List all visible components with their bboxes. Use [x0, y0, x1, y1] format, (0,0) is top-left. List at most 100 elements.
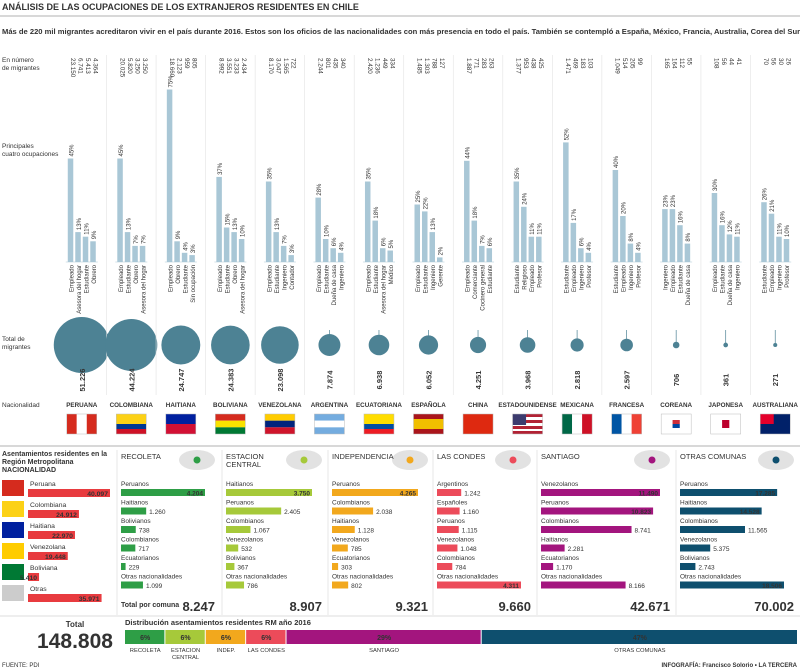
percent-label: 18% — [473, 206, 479, 219]
commune-item-name: Colombianos — [541, 518, 580, 525]
percent-label: 35% — [515, 167, 521, 180]
percent-label: 11% — [530, 222, 536, 234]
occupation-bar — [563, 142, 569, 262]
distribution-label: 29% — [377, 635, 392, 642]
count-label: 20.025 — [118, 58, 125, 78]
occupation-bar — [216, 176, 222, 262]
commune-value: 802 — [351, 583, 362, 590]
occupation-label: Empleado — [713, 264, 719, 292]
occupation-bar — [635, 252, 641, 262]
occupation-label: Estudiante — [614, 264, 620, 293]
flag — [116, 424, 147, 429]
occupation-bar — [627, 243, 634, 262]
occupation-label: Estudiante — [275, 264, 281, 293]
distribution-name: SANTIAGO — [369, 648, 399, 654]
commune-value: 14.528 — [740, 509, 760, 516]
total-label: 4.251 — [474, 371, 483, 390]
flag — [363, 424, 394, 429]
flag — [463, 414, 494, 434]
map-highlight — [772, 456, 780, 464]
commune-value: 1.115 — [462, 527, 478, 534]
percent-label: 8% — [629, 232, 635, 241]
occupation-bar — [726, 234, 733, 262]
total-circle — [368, 334, 390, 356]
total-circle — [723, 342, 729, 348]
flag-border — [611, 413, 642, 435]
flag-border — [165, 413, 197, 435]
total-circle — [161, 325, 201, 365]
commune-bar — [121, 544, 136, 552]
count-label: 1.236 — [373, 58, 380, 74]
commune-bar — [680, 507, 762, 515]
occupation-bar — [132, 245, 138, 262]
total-label: 6.052 — [425, 371, 434, 390]
count-label: 801 — [324, 58, 331, 69]
commune-item-name: Otras nacionalidades — [437, 574, 499, 581]
nationality-name: BOLIVIANA — [213, 402, 248, 409]
percent-label: 10% — [240, 224, 246, 237]
count-label: 953 — [522, 58, 529, 69]
flag-border — [264, 413, 296, 435]
commune-value: 786 — [247, 583, 258, 590]
occupation-label: Empleado — [267, 264, 273, 292]
percent-label: 6% — [332, 237, 338, 246]
row-label: migrantes — [2, 344, 31, 351]
commune-bar — [437, 507, 460, 515]
total-label: 271 — [771, 374, 780, 387]
commune-value: 5.375 — [713, 546, 730, 553]
total-circle — [570, 338, 584, 352]
commune-bar — [121, 563, 126, 570]
percent-label: 10% — [785, 224, 791, 237]
occupation-bar — [464, 160, 470, 262]
commune-value: 1.160 — [463, 509, 480, 516]
occupation-label: Estudiante — [324, 264, 330, 293]
total-label: 2.597 — [623, 371, 632, 390]
region-value: 24.912 — [56, 512, 77, 519]
commune-bar — [680, 563, 696, 570]
occupation-label: Empleado — [218, 264, 224, 292]
occupation-label: Empleado — [317, 264, 323, 292]
commune-bar — [437, 581, 521, 589]
commune-name: CENTRAL — [226, 460, 261, 469]
region-bar — [28, 594, 102, 602]
percent-label: 20% — [622, 201, 628, 214]
distribution-segment — [246, 630, 286, 644]
commune-name: SANTIAGO — [541, 452, 580, 461]
occupation-bar — [82, 236, 89, 262]
commune-bar — [680, 581, 784, 589]
commune-value: 2.405 — [284, 509, 301, 516]
occupation-label: Ingeniero — [339, 264, 345, 290]
percent-label: 11% — [538, 222, 544, 234]
occupation-label: Estudiante — [515, 264, 521, 293]
occupation-label: Obrero — [233, 264, 239, 283]
flag — [264, 414, 295, 421]
occupation-bar — [612, 170, 619, 262]
total-label: 6.938 — [375, 371, 384, 390]
commune-value: 1.260 — [149, 509, 166, 516]
count-label: 3.250 — [133, 58, 140, 74]
row-label: Principales — [2, 143, 35, 150]
count-label: 805 — [190, 58, 197, 69]
commune-total: 9.321 — [395, 599, 428, 614]
region-value: 22.970 — [52, 533, 73, 540]
flag — [611, 414, 622, 434]
commune-bar — [121, 581, 143, 589]
commune-item-name: Haitianos — [121, 500, 149, 507]
flag — [66, 414, 77, 434]
count-label: 41 — [735, 58, 742, 66]
flag — [215, 414, 246, 421]
commune-value: 17.285 — [755, 490, 775, 497]
commune-bar — [680, 526, 745, 533]
percent-label: 25% — [416, 190, 422, 203]
percent-label: 13% — [275, 217, 281, 230]
commune-item-name: Ecuatorianos — [121, 555, 160, 562]
occupation-label: Ingeniero — [778, 264, 784, 290]
count-label: 3.551 — [225, 58, 232, 74]
occupation-bar — [684, 243, 691, 262]
occupation-bar — [528, 236, 535, 262]
count-label: 1.049 — [614, 58, 621, 74]
flag — [215, 420, 246, 428]
commune-item-name: Peruanos — [121, 481, 150, 488]
flag — [86, 414, 97, 434]
count-label: 112 — [678, 58, 685, 69]
